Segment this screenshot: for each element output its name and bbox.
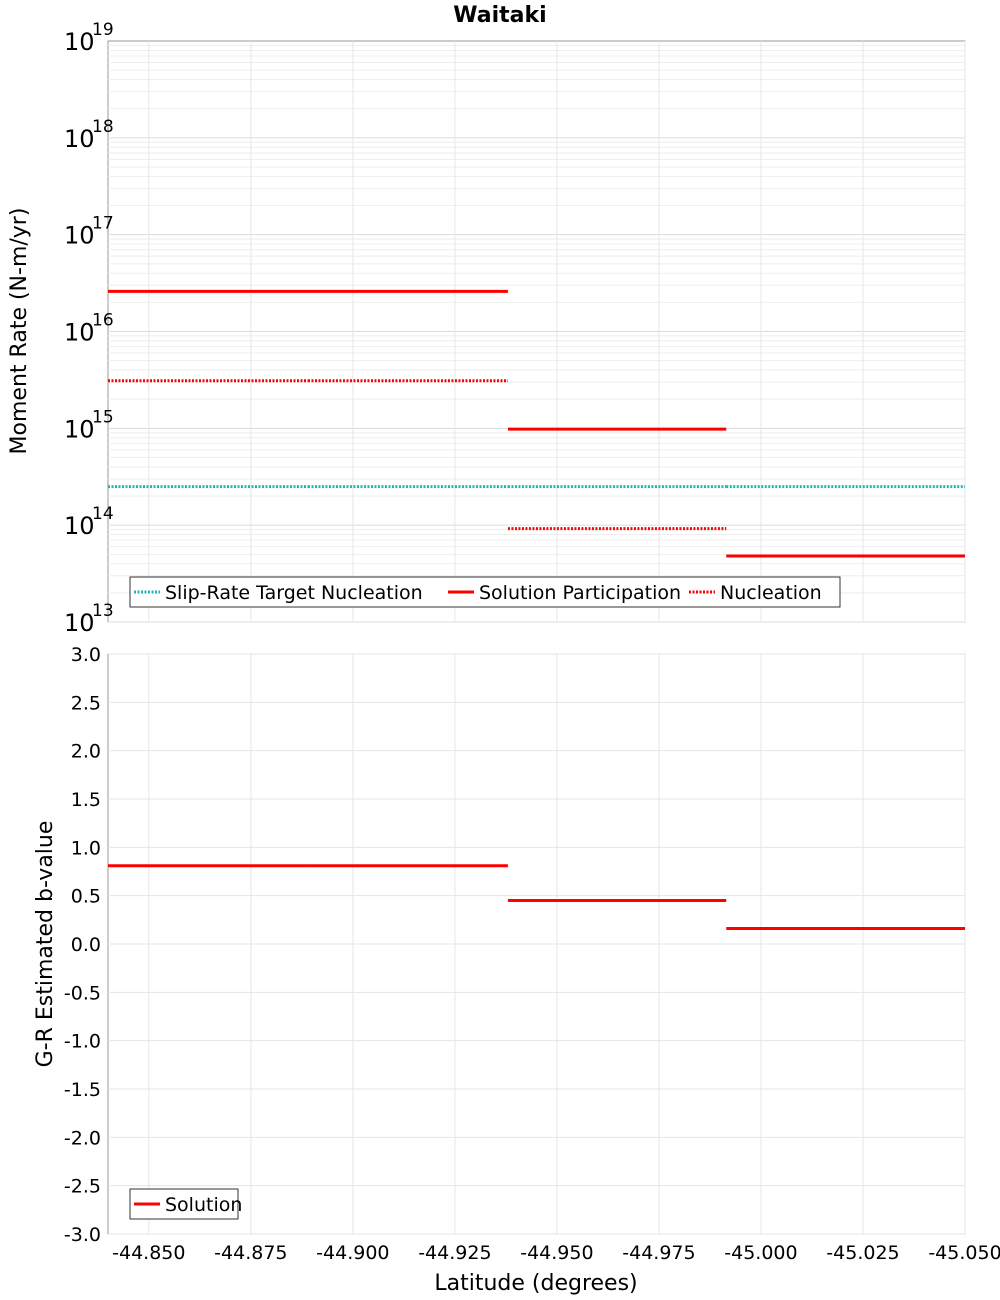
- chart-title: Waitaki: [453, 3, 546, 28]
- y-tick-label: 10: [64, 28, 95, 56]
- y-tick-label: 10: [64, 125, 95, 153]
- y-tick-exponent: 14: [92, 504, 114, 524]
- y-tick-label: 0.0: [71, 934, 101, 956]
- y-tick-label: 2.0: [71, 741, 101, 763]
- y-tick-label: -2.0: [64, 1127, 101, 1149]
- x-tick-label: -44.850: [112, 1242, 185, 1264]
- y-tick-label: 0.5: [71, 886, 101, 908]
- y-tick-exponent: 18: [92, 117, 114, 137]
- x-tick-label: -45.050: [928, 1242, 1000, 1264]
- y-tick-label: 10: [64, 512, 95, 540]
- y-tick-label: -2.5: [64, 1176, 101, 1198]
- latitude-x-ticks: -44.850 -44.875 -44.900 -44.925 -44.950 -44.9…: [112, 1242, 1000, 1264]
- y-tick-exponent: 13: [92, 601, 114, 621]
- legend-label: Solution: [165, 1194, 242, 1216]
- y-tick-label: -1.5: [64, 1079, 101, 1101]
- x-tick-label: -44.875: [214, 1242, 287, 1264]
- legend-label: Slip-Rate Target Nucleation: [165, 582, 423, 604]
- x-tick-label: -44.900: [316, 1242, 389, 1264]
- x-tick-label: -44.925: [418, 1242, 491, 1264]
- b-value-series: [108, 864, 965, 931]
- y-tick-label: 10: [64, 222, 95, 250]
- legend-label: Nucleation: [720, 582, 822, 604]
- y-tick-label: 2.5: [71, 692, 101, 714]
- y-tick-label: 10: [64, 609, 95, 637]
- x-tick-label: -44.950: [520, 1242, 593, 1264]
- y-tick-label: 10: [64, 319, 95, 347]
- moment-rate-series: [108, 289, 965, 558]
- b-value-legend: Solution: [129, 1188, 242, 1220]
- latitude-x-axis-label: Latitude (degrees): [434, 1271, 637, 1296]
- moment-rate-y-axis-label: Moment Rate (N-m/yr): [7, 208, 32, 455]
- b-value-y-axis-label: G-R Estimated b-value: [33, 821, 58, 1068]
- y-tick-exponent: 17: [92, 214, 114, 234]
- legend-label: Solution Participation: [479, 582, 681, 604]
- moment-rate-legend: Slip-Rate Target Nucleation Solution Part…: [129, 576, 841, 608]
- y-tick-label: 1.0: [71, 837, 101, 859]
- legend-box: [129, 576, 841, 608]
- b-value-grid: [108, 653, 966, 1235]
- x-tick-label: -45.000: [724, 1242, 797, 1264]
- b-value-panel: -3.0 -2.5 -2.0 -1.5 -1.0 -0.5 0.0 0.5 1.0 1.5 2.0 2…: [33, 644, 1000, 1296]
- y-tick-label: 3.0: [71, 644, 101, 666]
- y-tick-label: 1.5: [71, 789, 101, 811]
- y-tick-exponent: 15: [92, 407, 114, 427]
- y-tick-label: -1.0: [64, 1031, 101, 1053]
- y-tick-label: -0.5: [64, 982, 101, 1004]
- y-tick-label: -3.0: [64, 1224, 101, 1246]
- b-value-y-ticks: -3.0 -2.5 -2.0 -1.5 -1.0 -0.5 0.0 0.5 1.0 1.5 2.0 2…: [64, 644, 101, 1246]
- x-tick-label: -44.975: [622, 1242, 695, 1264]
- y-tick-exponent: 16: [92, 311, 114, 331]
- y-tick-exponent: 19: [92, 20, 114, 40]
- y-tick-label: 10: [64, 415, 95, 443]
- x-tick-label: -45.025: [826, 1242, 899, 1264]
